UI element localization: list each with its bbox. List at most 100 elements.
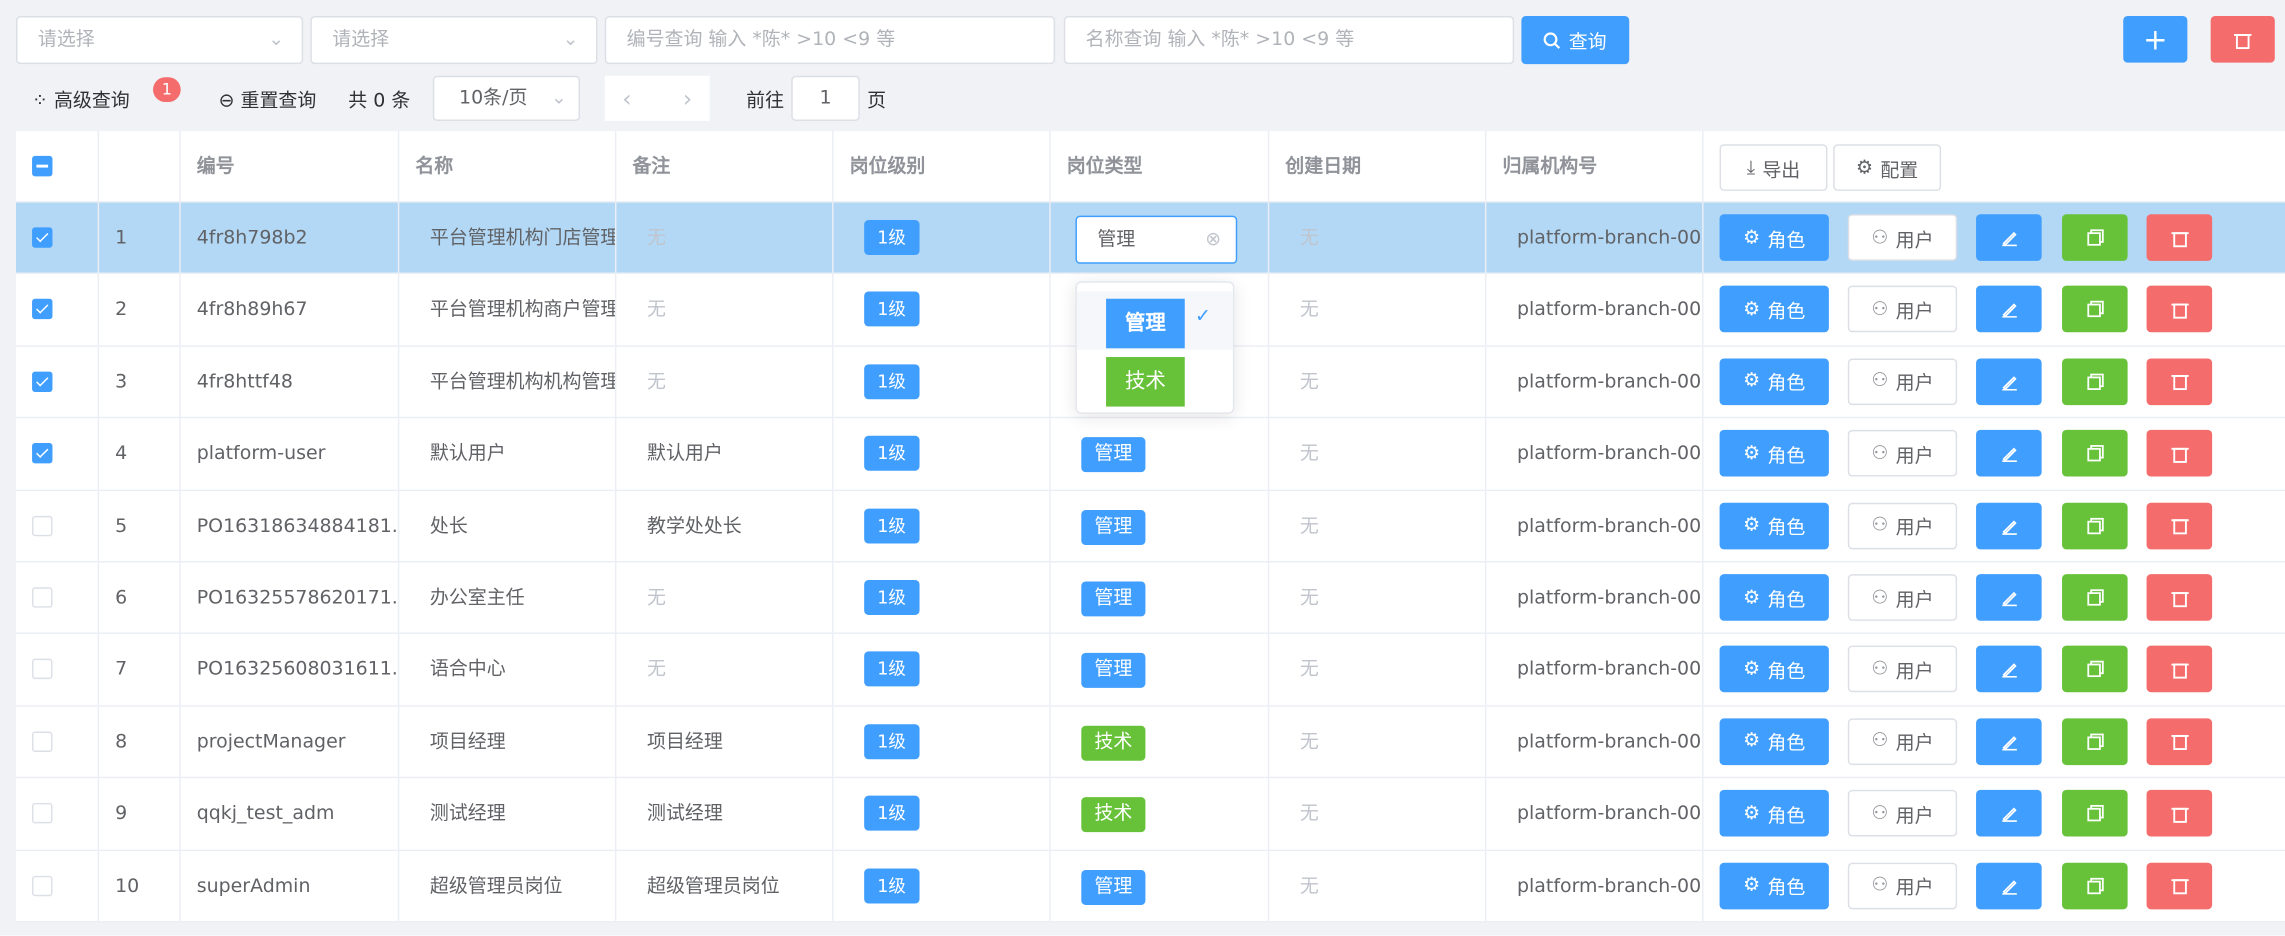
role-button[interactable]: ⚙ 角色 [1719,574,1829,621]
checkbox[interactable] [32,299,53,320]
edit-button[interactable] [1976,646,2042,693]
user-button[interactable]: ⚇ 用户 [1847,286,1958,333]
role-button[interactable]: ⚙ 角色 [1719,862,1829,909]
delete-button[interactable] [2146,430,2213,477]
label: 角色 [1767,733,1806,756]
dropdown-option[interactable]: 技术 [1077,350,1233,408]
edit-button[interactable] [1976,718,2042,765]
copy-button[interactable] [2062,718,2128,765]
cell-type [1051,202,1270,274]
edit-button[interactable] [1976,574,2042,621]
checkbox[interactable] [32,443,53,464]
clear-icon[interactable]: ⊗ [1205,228,1222,251]
delete-button[interactable] [2146,502,2213,549]
user-button[interactable]: ⚇ 用户 [1847,502,1958,549]
delete-button[interactable] [2146,862,2213,909]
copy-button[interactable] [2062,502,2128,549]
cell-index: 1 [99,202,181,274]
cell-note: 测试经理 [616,778,834,850]
icon [2170,807,2189,823]
cell-date: 无 [1269,202,1487,274]
cell-date: 无 [1269,778,1487,850]
cell [16,562,100,634]
edit-button[interactable] [1976,430,2042,477]
copy-button[interactable] [2062,790,2128,837]
user-button[interactable]: ⚇ 用户 [1847,790,1958,837]
edit-button[interactable] [1976,286,2042,333]
role-button[interactable]: ⚙ 角色 [1719,718,1829,765]
input[interactable]: 名称查询 输入 *陈* >10 <9 等 [1063,16,1515,65]
copy-button[interactable] [2062,862,2128,909]
checkbox[interactable] [32,803,53,824]
delete-button[interactable] [2146,718,2213,765]
user-button[interactable]: ⚇ 用户 [1847,646,1958,693]
cell-date: 无 [1269,346,1487,418]
label: 用户 [1895,661,1934,684]
copy-button[interactable] [2062,286,2128,333]
delete-button[interactable] [2146,214,2213,261]
input[interactable]: 编号查询 输入 *陈* >10 <9 等 [604,16,1056,65]
pager[interactable]: ‹ › [604,75,710,121]
edit-button[interactable] [1976,214,2042,261]
user-button[interactable]: ⚇ 用户 [1847,862,1958,909]
copy-button[interactable] [2062,214,2128,261]
role-button[interactable]: ⚙ 角色 [1719,358,1829,405]
user-button[interactable]: ⚇ 用户 [1847,574,1958,621]
check-icon: ✓ [1194,306,1211,328]
type-select[interactable]: 管理 ⊗ [1075,215,1238,264]
copy-button[interactable] [2062,430,2128,477]
role-button[interactable]: ⚙ 角色 [1719,502,1829,549]
level-tag: 1级 [864,795,920,831]
advanced-query[interactable]: ⁘ 高级查询 [32,90,130,113]
checkbox[interactable] [32,515,53,536]
checkbox[interactable] [32,371,53,392]
select[interactable]: 请选择 ⌄ [310,16,598,65]
user-button[interactable]: ⚇ 用户 [1847,358,1958,405]
edit-button[interactable] [1976,502,2042,549]
icon [2086,445,2103,462]
copy-button[interactable] [2062,646,2128,693]
edit-button[interactable] [1976,358,2042,405]
select[interactable]: 请选择 ⌄ [16,16,304,65]
copy-button[interactable] [2062,358,2128,405]
cell-note: 超级管理员岗位 [616,850,834,922]
label: 用户 [1895,733,1934,756]
dropdown-option[interactable]: 管理 ✓ [1076,291,1233,350]
checkbox[interactable] [32,587,53,608]
role-button[interactable]: ⚙ 角色 [1719,214,1829,261]
icon: ⚇ [1871,514,1889,537]
icon: ⚙ [1743,730,1761,753]
checkbox[interactable] [32,659,53,680]
edit-button[interactable] [1976,790,2042,837]
query-button[interactable]: 查询 [1521,16,1630,65]
delete-button[interactable] [2146,286,2213,333]
user-button[interactable]: ⚇ 用户 [1847,718,1958,765]
edit-button[interactable] [1976,862,2042,909]
export-button[interactable]: ⤓ 导出 [1719,144,1828,191]
cell-note: 默认用户 [616,418,834,490]
delete-button[interactable] [2146,574,2213,621]
page-input[interactable]: 1 [791,75,860,121]
delete-button[interactable] [2210,16,2275,63]
copy-button[interactable] [2062,574,2128,621]
checkbox[interactable] [32,155,53,177]
reset-query[interactable]: ⊖ 重置查询 [218,90,317,113]
page-size[interactable]: 10条/页 ⌄ [432,75,580,121]
user-button[interactable]: ⚇ 用户 [1847,430,1958,477]
add-button[interactable]: + [2123,16,2188,63]
checkbox[interactable] [32,227,53,248]
role-button[interactable]: ⚙ 角色 [1719,430,1829,477]
config-button[interactable]: ⚙ 配置 [1833,144,1942,191]
delete-button[interactable] [2146,358,2213,405]
role-button[interactable]: ⚙ 角色 [1719,790,1829,837]
delete-button[interactable] [2146,790,2213,837]
arrow: ⌄ [562,29,579,52]
checkbox[interactable] [32,875,53,896]
role-button[interactable]: ⚙ 角色 [1719,286,1829,333]
user-button[interactable]: ⚇ 用户 [1847,214,1958,261]
label: 角色 [1767,301,1806,324]
checkbox[interactable] [32,731,53,752]
cell-code: qqkj_test_adm [181,778,400,850]
delete-button[interactable] [2146,646,2213,693]
role-button[interactable]: ⚙ 角色 [1719,646,1829,693]
